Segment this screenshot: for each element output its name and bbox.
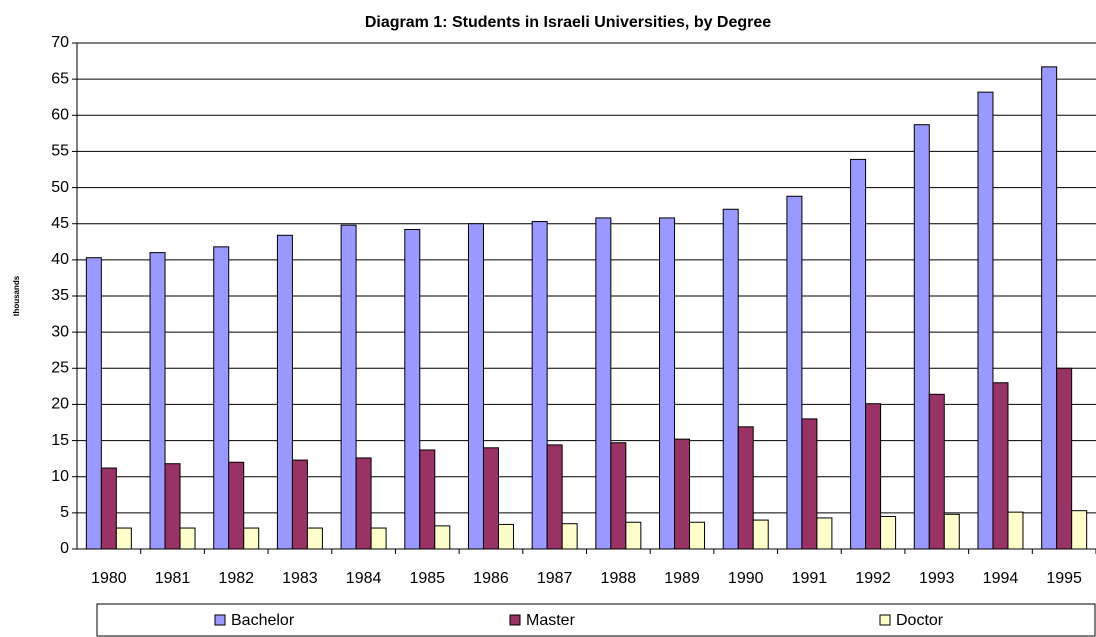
bar	[85, 257, 102, 550]
y-tick-label: 35	[51, 287, 69, 304]
bar	[928, 393, 945, 550]
bar	[1071, 510, 1088, 550]
bar	[816, 517, 833, 550]
x-tick-label: 1989	[664, 570, 700, 587]
bar	[943, 513, 960, 550]
bar	[291, 459, 308, 550]
y-tick-label: 70	[51, 34, 69, 51]
bar	[419, 449, 436, 550]
bar	[531, 221, 548, 550]
bar	[434, 525, 451, 550]
x-tick-label: 1980	[91, 570, 127, 587]
bar	[737, 426, 754, 550]
y-tick-label: 15	[51, 432, 69, 449]
x-tick-label: 1992	[855, 570, 891, 587]
legend-label: Master	[526, 612, 576, 629]
x-tick-label: 1985	[409, 570, 445, 587]
bar	[306, 527, 323, 550]
bar	[595, 217, 612, 550]
bar	[1056, 367, 1073, 550]
bar	[164, 463, 181, 550]
bar	[913, 124, 930, 550]
x-tick-label: 1994	[983, 570, 1019, 587]
bar	[722, 208, 739, 550]
y-tick-label: 30	[51, 323, 69, 340]
bar	[482, 447, 499, 550]
bar	[1041, 66, 1058, 550]
bar	[179, 527, 196, 550]
y-tick-label: 45	[51, 215, 69, 232]
chart-title: Diagram 1: Students in Israeli Universit…	[365, 14, 771, 31]
bar	[370, 527, 387, 550]
bar	[625, 521, 642, 550]
x-tick-label: 1981	[155, 570, 191, 587]
x-tick-label: 1995	[1046, 570, 1082, 587]
bar	[213, 246, 230, 550]
x-tick-label: 1988	[601, 570, 637, 587]
y-tick-label: 50	[51, 179, 69, 196]
bar	[467, 223, 484, 550]
y-axis-label: thousands	[12, 275, 21, 316]
legend-label: Bachelor	[231, 612, 295, 629]
x-tick-label: 1993	[919, 570, 955, 587]
y-tick-label: 10	[51, 468, 69, 485]
bar	[228, 461, 245, 550]
legend-label: Doctor	[896, 612, 944, 629]
y-tick-label: 60	[51, 107, 69, 124]
bar	[497, 523, 514, 550]
y-tick-label: 20	[51, 396, 69, 413]
bar	[610, 442, 627, 550]
bar	[850, 158, 867, 550]
bar	[992, 382, 1009, 550]
legend	[96, 603, 1096, 637]
bar	[865, 403, 882, 550]
bar	[100, 467, 117, 550]
x-tick-label: 1990	[728, 570, 764, 587]
legend-swatch	[214, 614, 226, 626]
bar	[689, 521, 706, 550]
bar	[752, 519, 769, 550]
bar	[276, 234, 293, 550]
bar	[355, 457, 372, 550]
bar	[404, 228, 421, 550]
y-tick-label: 65	[51, 70, 69, 87]
bar	[801, 418, 818, 550]
y-tick-label: 0	[60, 540, 69, 557]
y-tick-label: 40	[51, 251, 69, 268]
bar	[659, 217, 676, 550]
bar	[977, 91, 994, 550]
bar	[243, 527, 260, 550]
bar	[340, 224, 357, 550]
bar	[786, 195, 803, 550]
bar	[546, 444, 563, 550]
bar	[674, 438, 691, 550]
bar	[1007, 511, 1024, 550]
y-tick-label: 5	[60, 504, 69, 521]
bar	[149, 252, 166, 550]
x-tick-label: 1987	[537, 570, 573, 587]
x-tick-label: 1991	[792, 570, 828, 587]
y-tick-label: 25	[51, 360, 69, 377]
x-tick-label: 1982	[218, 570, 254, 587]
x-tick-label: 1986	[473, 570, 509, 587]
y-tick-label: 55	[51, 143, 69, 160]
x-tick-label: 1984	[346, 570, 382, 587]
bar	[115, 527, 132, 550]
x-tick-label: 1983	[282, 570, 318, 587]
legend-swatch	[509, 614, 521, 626]
bar	[880, 515, 897, 550]
bar	[561, 523, 578, 550]
legend-swatch	[879, 614, 891, 626]
